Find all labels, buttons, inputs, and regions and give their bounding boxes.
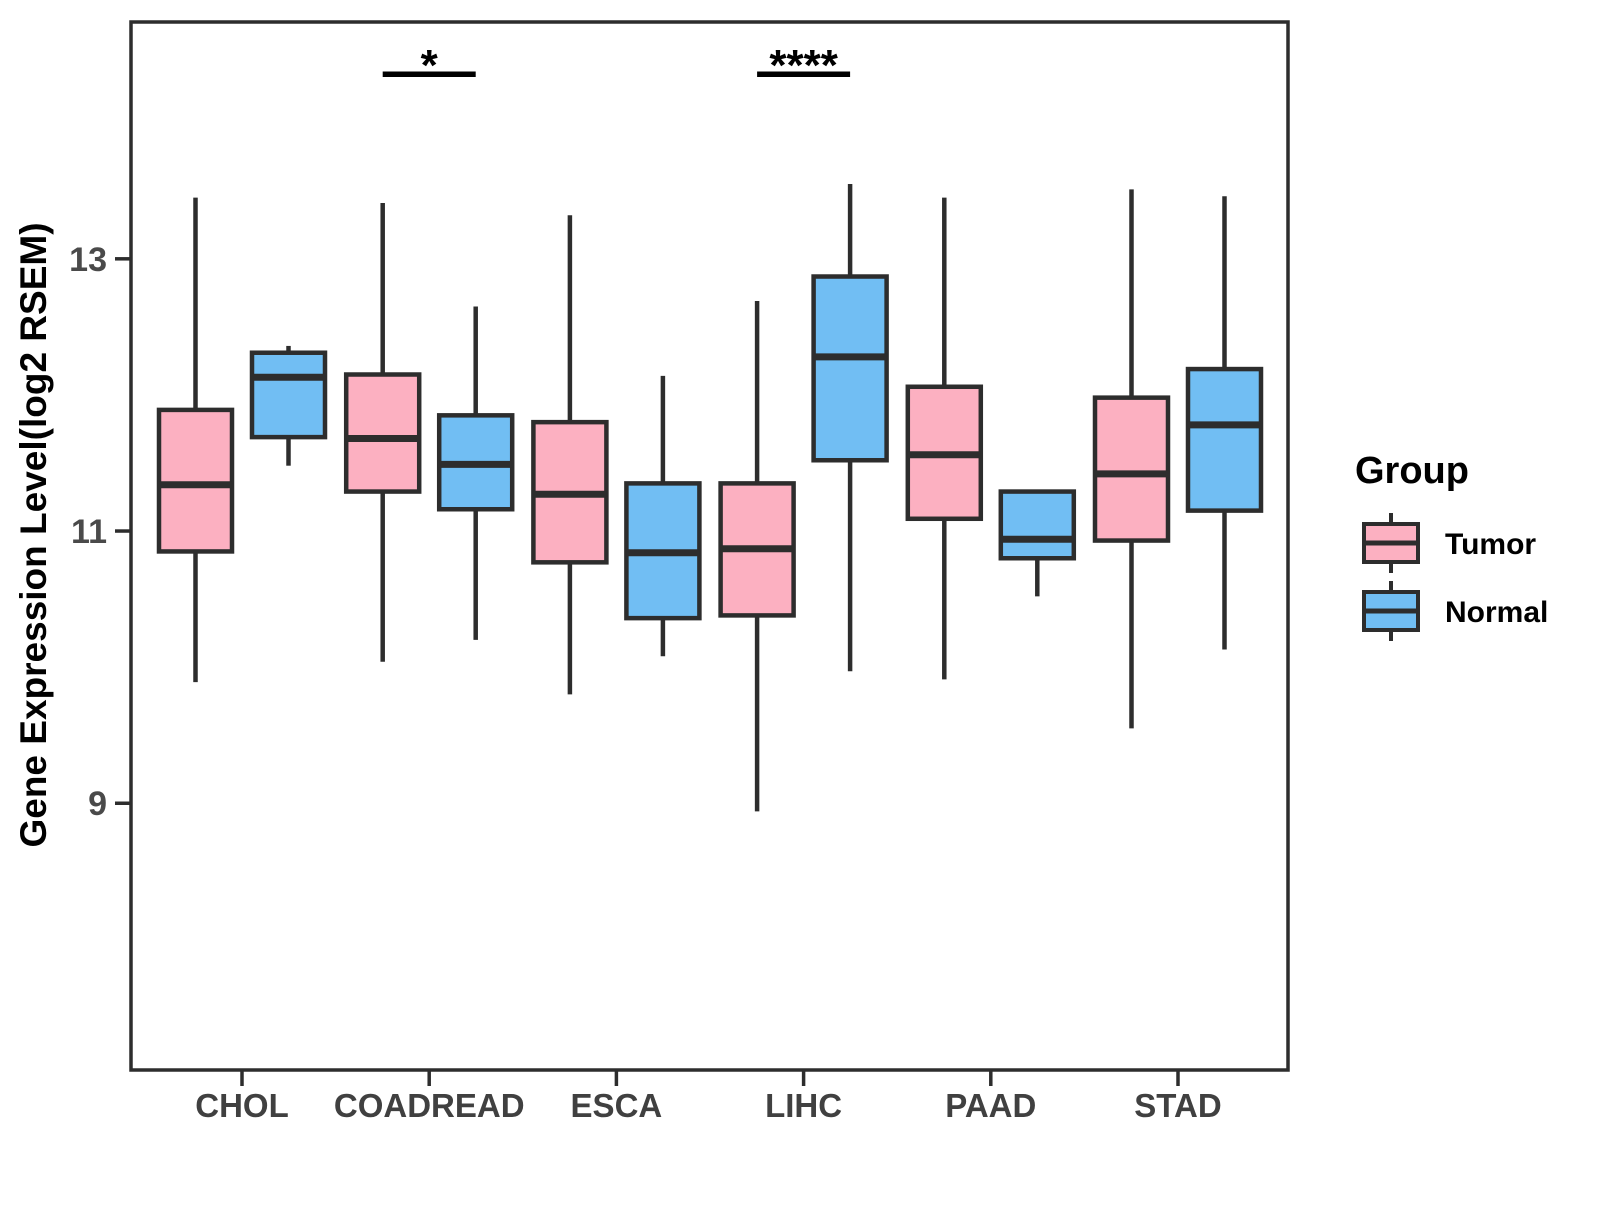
significance-bar-LIHC [757,71,851,77]
x-tick-label-CHOL: CHOL [195,1087,289,1124]
significance-stars-LIHC: **** [769,41,838,90]
x-tick-label-ESCA: ESCA [571,1087,663,1124]
box-normal-LIHC [811,274,889,463]
x-tick-label-LIHC: LIHC [765,1087,842,1124]
box-normal-CHOL [249,350,328,440]
legend-label-normal: Normal [1445,596,1548,629]
legend-entry-normal: Normal [1362,581,1548,641]
x-tick-label-COADREAD: COADREAD [334,1087,525,1124]
significance-bar-COADREAD [382,71,476,77]
legend-title: Group [1355,450,1469,492]
x-tick-label-STAD: STAD [1134,1087,1221,1124]
y-axis-title: Gene Expression Level(log2 RSEM) [13,222,54,847]
panel-border [129,20,1290,1072]
y-tick-label-9: 9 [88,785,107,823]
box-normal-PAAD [998,489,1077,561]
box-tumor-CHOL [156,407,235,554]
box-tumor-COADREAD [343,372,422,494]
significance-stars-COADREAD: * [421,41,439,90]
x-tick-label-PAAD: PAAD [945,1087,1036,1124]
box-normal-STAD [1185,366,1264,513]
y-tick-label-13: 13 [69,241,107,279]
legend-label-tumor: Tumor [1445,528,1536,561]
y-tick-label-11: 11 [71,513,107,551]
legend-entry-tumor: Tumor [1362,513,1536,573]
box-tumor-STAD [1092,395,1171,543]
